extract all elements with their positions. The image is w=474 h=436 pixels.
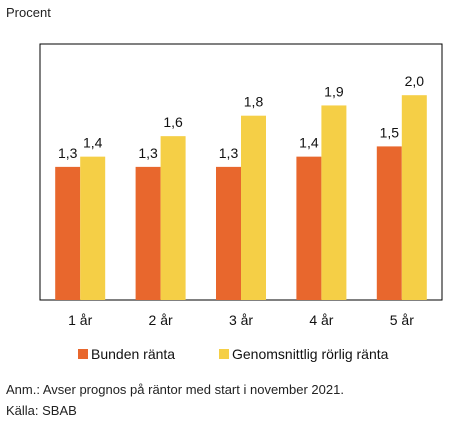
x-tick-labels: 1 år 2 år 3 år 4 år 5 år bbox=[68, 312, 414, 328]
bar-chart: Procent 1,3 1,4 1,3 1,6 1,3 1,8 1,4 1,9 1,5 2,0 1… bbox=[6, 5, 443, 362]
data-label-s1-2: 1,3 bbox=[138, 145, 158, 161]
x-tick-label-3: 3 år bbox=[229, 312, 253, 328]
data-label-s1-5: 1,5 bbox=[380, 124, 400, 140]
data-labels-layer: 1,3 1,4 1,3 1,6 1,3 1,8 1,4 1,9 1,5 2,0 bbox=[58, 73, 424, 161]
data-label-s2-2: 1,6 bbox=[163, 114, 183, 130]
bars-layer bbox=[55, 95, 427, 301]
bar-s1-5 bbox=[376, 146, 402, 300]
y-axis-label: Procent bbox=[6, 5, 51, 20]
data-label-s2-4: 1,9 bbox=[324, 83, 344, 99]
data-label-s1-4: 1,4 bbox=[299, 135, 319, 151]
x-tick-label-1: 1 år bbox=[68, 312, 92, 328]
legend: Bunden ränta Genomsnittlig rörlig ränta bbox=[78, 346, 389, 362]
bar-s2-4 bbox=[321, 105, 347, 300]
chart-annotation-note: Anm.: Avser prognos på räntor med start … bbox=[6, 382, 344, 397]
legend-swatch-1 bbox=[78, 349, 88, 359]
x-tick-label-2: 2 år bbox=[149, 312, 173, 328]
bar-s1-4 bbox=[296, 156, 322, 300]
legend-label-1: Bunden ränta bbox=[91, 346, 175, 362]
bar-s2-1 bbox=[80, 156, 106, 300]
bar-s1-2 bbox=[135, 166, 161, 300]
bar-s1-1 bbox=[55, 166, 81, 300]
bar-s2-5 bbox=[401, 95, 427, 300]
bar-s2-3 bbox=[241, 115, 266, 301]
data-label-s1-3: 1,3 bbox=[219, 145, 239, 161]
data-label-s2-5: 2,0 bbox=[405, 73, 425, 89]
x-tick-label-4: 4 år bbox=[309, 312, 333, 328]
data-label-s2-3: 1,8 bbox=[244, 94, 264, 110]
bar-s1-3 bbox=[216, 166, 241, 300]
legend-label-2: Genomsnittlig rörlig ränta bbox=[232, 346, 389, 362]
bar-s2-2 bbox=[160, 136, 186, 300]
data-label-s2-1: 1,4 bbox=[83, 135, 103, 151]
data-label-s1-1: 1,3 bbox=[58, 145, 78, 161]
legend-swatch-2 bbox=[219, 349, 229, 359]
chart-source-note: Källa: SBAB bbox=[6, 403, 77, 418]
x-tick-label-5: 5 år bbox=[390, 312, 414, 328]
